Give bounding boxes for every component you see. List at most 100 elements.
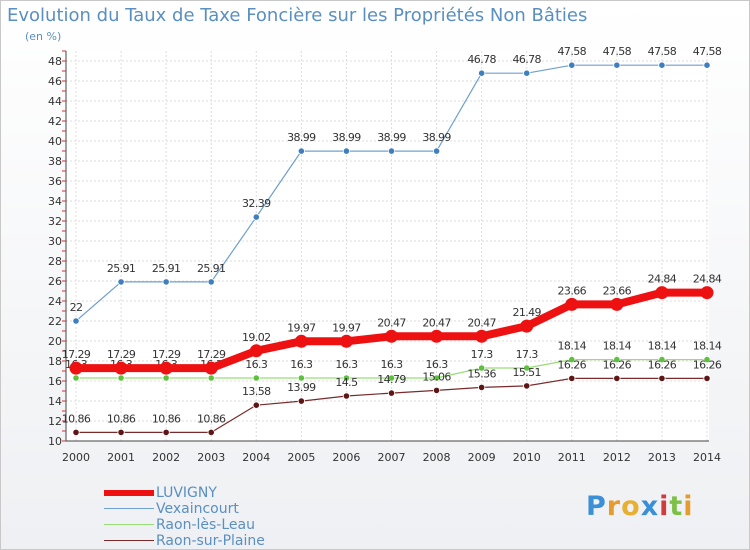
data-label-raon-sur-plaine: 10.86 xyxy=(62,412,91,425)
data-label-luvigny: 20.47 xyxy=(422,316,451,329)
data-label-raon-sur-plaine: 15.36 xyxy=(467,367,496,380)
data-label-raon-l-s-leau: 16.3 xyxy=(426,358,449,371)
y-tick-label: 42 xyxy=(48,115,62,128)
data-label-raon-sur-plaine: 13.58 xyxy=(242,385,271,398)
data-point-raon-l-s-leau xyxy=(252,374,260,382)
data-point-luvigny xyxy=(520,319,534,333)
data-label-raon-sur-plaine: 16.26 xyxy=(648,358,677,371)
data-label-raon-sur-plaine: 15.06 xyxy=(422,370,451,383)
data-label-vexaincourt: 25.91 xyxy=(152,262,181,275)
data-point-raon-sur-plaine xyxy=(252,401,260,409)
data-point-luvigny xyxy=(700,286,714,300)
data-point-vexaincourt xyxy=(162,278,170,286)
logo-letter: r xyxy=(606,491,622,522)
data-label-vexaincourt: 38.99 xyxy=(287,131,316,144)
data-point-raon-l-s-leau xyxy=(117,374,125,382)
data-point-luvigny xyxy=(565,297,579,311)
x-tick-label: 2003 xyxy=(197,451,225,464)
data-label-vexaincourt: 25.91 xyxy=(197,262,226,275)
x-tick-label: 2013 xyxy=(648,451,676,464)
data-label-vexaincourt: 38.99 xyxy=(332,131,361,144)
legend-swatch-raon-les-leau xyxy=(104,524,154,525)
data-label-luvigny: 20.47 xyxy=(467,316,496,329)
data-label-raon-l-s-leau: 18.14 xyxy=(558,340,587,353)
data-label-raon-sur-plaine: 14.79 xyxy=(377,373,406,386)
x-tick-label: 2004 xyxy=(242,451,270,464)
data-point-vexaincourt xyxy=(342,147,351,155)
data-point-luvigny xyxy=(430,329,444,343)
data-point-vexaincourt xyxy=(613,61,621,69)
x-tick-label: 2010 xyxy=(513,451,541,464)
line-chart: 10 12 14 16 18 20 22 24 26 28 30 32 34 36 38 40 42 44 46 48… xyxy=(48,45,722,464)
data-label-luvigny: 17.29 xyxy=(197,348,226,361)
data-point-luvigny xyxy=(114,361,128,375)
data-label-luvigny: 24.84 xyxy=(693,273,722,286)
data-point-vexaincourt xyxy=(703,61,711,69)
data-point-raon-l-s-leau xyxy=(342,374,351,382)
logo-letter: x xyxy=(640,491,660,522)
x-tick-label: 2014 xyxy=(693,451,721,464)
data-label-vexaincourt: 47.58 xyxy=(603,45,632,58)
data-label-vexaincourt: 32.39 xyxy=(242,197,271,210)
data-label-luvigny: 17.29 xyxy=(152,348,181,361)
data-point-raon-l-s-leau xyxy=(432,374,441,382)
data-point-raon-l-s-leau xyxy=(568,355,576,364)
data-point-luvigny xyxy=(339,334,353,348)
data-point-raon-l-s-leau xyxy=(613,355,621,364)
data-label-raon-l-s-leau: 16.3 xyxy=(380,358,403,371)
y-tick-label: 40 xyxy=(48,135,62,148)
data-point-raon-sur-plaine xyxy=(297,397,305,405)
y-tick-label: 10 xyxy=(48,435,62,448)
legend-swatch-raon-sur-plaine xyxy=(104,540,154,541)
data-point-raon-l-s-leau xyxy=(297,374,305,382)
data-label-luvigny: 19.97 xyxy=(332,321,361,334)
data-point-vexaincourt xyxy=(297,147,305,155)
x-tick-label: 2009 xyxy=(468,451,496,464)
data-label-raon-l-s-leau: 16.3 xyxy=(245,358,268,371)
data-label-raon-sur-plaine: 10.86 xyxy=(152,412,181,425)
data-label-vexaincourt: 25.91 xyxy=(107,262,136,275)
logo-letter: i xyxy=(683,491,694,522)
data-label-raon-sur-plaine: 10.86 xyxy=(197,412,226,425)
data-point-raon-sur-plaine xyxy=(162,428,170,436)
data-label-luvigny: 23.66 xyxy=(558,284,587,297)
y-tick-label: 26 xyxy=(48,275,62,288)
data-point-raon-l-s-leau xyxy=(478,364,486,372)
data-point-luvigny xyxy=(204,361,218,375)
y-tick-label: 18 xyxy=(48,355,62,368)
data-point-luvigny xyxy=(385,329,398,343)
data-point-raon-sur-plaine xyxy=(432,386,441,394)
data-point-luvigny xyxy=(249,344,263,358)
data-point-raon-l-s-leau xyxy=(207,374,215,382)
data-label-luvigny: 24.84 xyxy=(648,273,677,286)
legend-swatch-luvigny xyxy=(104,490,154,496)
y-tick-label: 46 xyxy=(48,75,62,88)
data-label-raon-l-s-leau: 18.14 xyxy=(603,340,632,353)
y-tick-label: 30 xyxy=(48,235,62,248)
data-label-raon-sur-plaine: 16.26 xyxy=(603,358,632,371)
data-label-raon-l-s-leau: 17.3 xyxy=(471,348,494,361)
x-tick-label: 2005 xyxy=(287,451,315,464)
data-label-luvigny: 19.97 xyxy=(287,321,316,334)
data-label-vexaincourt: 47.58 xyxy=(558,45,587,58)
data-point-vexaincourt xyxy=(523,69,531,77)
data-label-vexaincourt: 47.58 xyxy=(693,45,722,58)
data-point-raon-sur-plaine xyxy=(703,374,711,382)
data-point-vexaincourt xyxy=(252,213,260,221)
y-tick-label: 36 xyxy=(48,175,62,188)
data-label-raon-l-s-leau: 16.3 xyxy=(335,358,358,371)
data-label-vexaincourt: 38.99 xyxy=(422,131,451,144)
y-tick-label: 38 xyxy=(48,155,62,168)
data-label-luvigny: 17.29 xyxy=(62,348,91,361)
legend-swatch-vexaincourt xyxy=(104,508,154,509)
data-label-vexaincourt: 46.78 xyxy=(467,53,496,66)
data-point-vexaincourt xyxy=(387,147,396,155)
data-point-raon-l-s-leau xyxy=(658,355,666,364)
y-tick-label: 44 xyxy=(48,95,62,108)
data-point-raon-sur-plaine xyxy=(613,374,621,382)
data-label-vexaincourt: 47.58 xyxy=(648,45,677,58)
logo-letter: o xyxy=(621,491,641,522)
data-point-luvigny xyxy=(475,329,489,343)
data-label-vexaincourt: 22 xyxy=(70,301,83,314)
data-point-luvigny xyxy=(610,297,624,311)
